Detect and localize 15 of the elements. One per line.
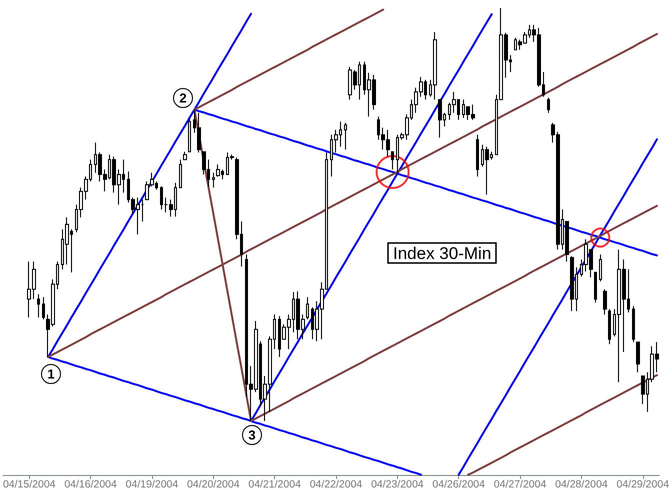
annotation: 2	[179, 90, 187, 106]
x-tick-label: 04/16/2004	[64, 478, 118, 490]
annotation: 1	[47, 366, 55, 382]
x-tick-label: 04/22/2004	[310, 478, 362, 490]
x-tick-label: 04/27/2004	[494, 478, 546, 490]
x-tick-label: 04/19/2004	[126, 478, 178, 490]
x-tick-label: 04/21/2004	[248, 478, 302, 490]
x-tick-label: 04/29/2004	[616, 478, 670, 490]
text: Index 30-Min	[393, 244, 492, 263]
x-tick-label: 04/28/2004	[555, 478, 608, 490]
text: 3	[248, 428, 256, 442]
x-tick-label: 04/15/2004	[2, 478, 56, 490]
x-tick-label: 04/26/2004	[432, 478, 486, 490]
x-tick-label: 04/20/2004	[187, 478, 240, 490]
x-tick-label: 04/23/2004	[371, 478, 424, 490]
